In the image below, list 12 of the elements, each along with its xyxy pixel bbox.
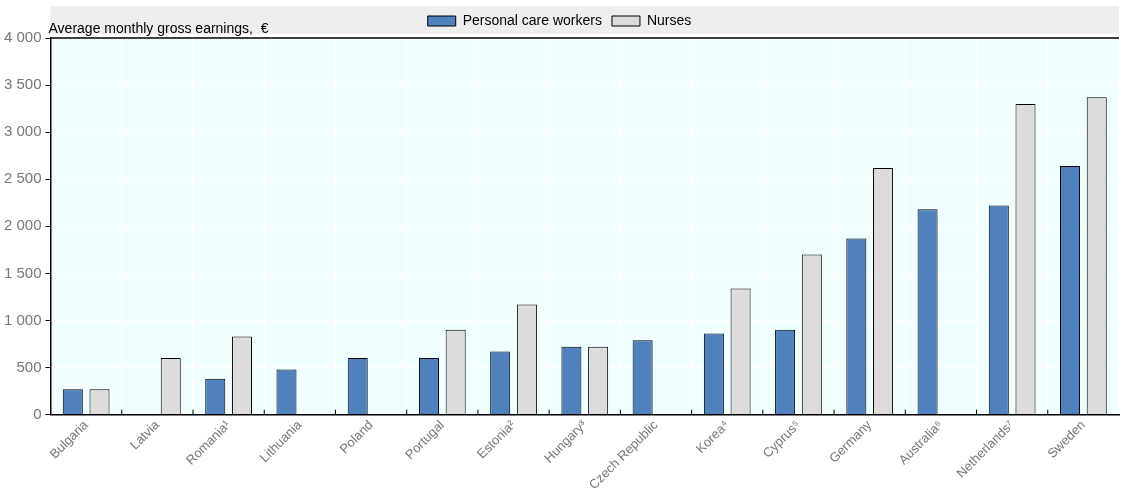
y-tick-label: 3 500 [3, 75, 42, 93]
y-axis-title: Average monthly gross earnings, € [48, 19, 269, 36]
legend-label: Nurses [646, 11, 692, 28]
y-tick-label: 0 [33, 404, 42, 422]
y-tick-label: 2 500 [3, 169, 42, 187]
legend-label: Personal care workers [462, 11, 602, 28]
y-tick-label: 500 [16, 357, 42, 375]
y-tick-label: 1 000 [3, 310, 42, 328]
y-tick-label: 1 500 [3, 263, 42, 281]
y-tick-label: 2 000 [3, 216, 42, 234]
y-tick-label: 4 000 [3, 28, 42, 46]
y-tick-label: 3 000 [3, 122, 42, 140]
